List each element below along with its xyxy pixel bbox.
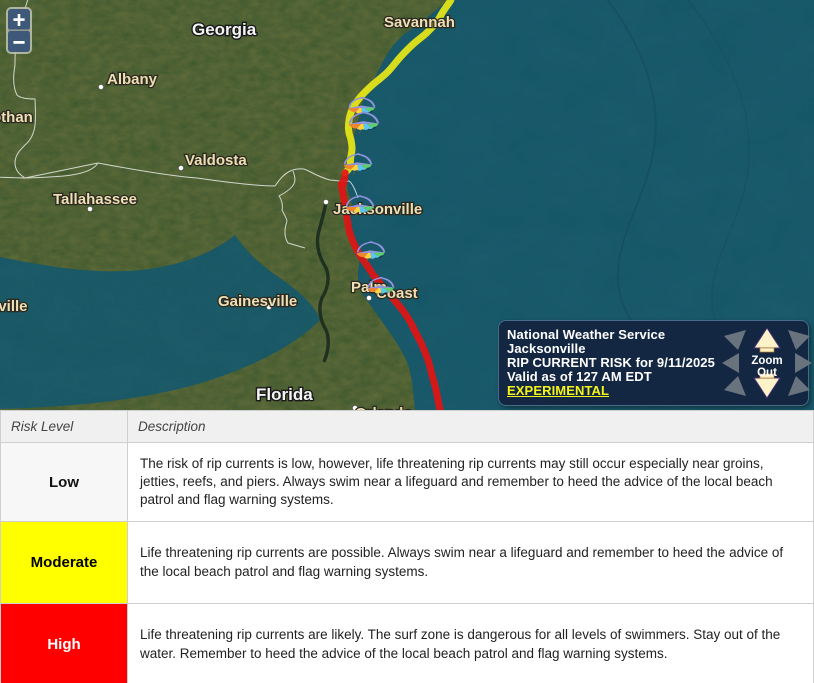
svg-text:Savannah: Savannah: [384, 14, 455, 31]
svg-text:Albany: Albany: [107, 71, 158, 88]
svg-text:othan: othan: [0, 109, 33, 126]
svg-text:Tallahassee: Tallahassee: [53, 191, 137, 208]
svg-text:Georgia: Georgia: [192, 20, 257, 39]
svg-text:Florida: Florida: [256, 385, 313, 404]
svg-text:sville: sville: [0, 298, 28, 315]
svg-text:Valdosta: Valdosta: [185, 152, 247, 169]
svg-text:Gainesville: Gainesville: [218, 293, 297, 310]
